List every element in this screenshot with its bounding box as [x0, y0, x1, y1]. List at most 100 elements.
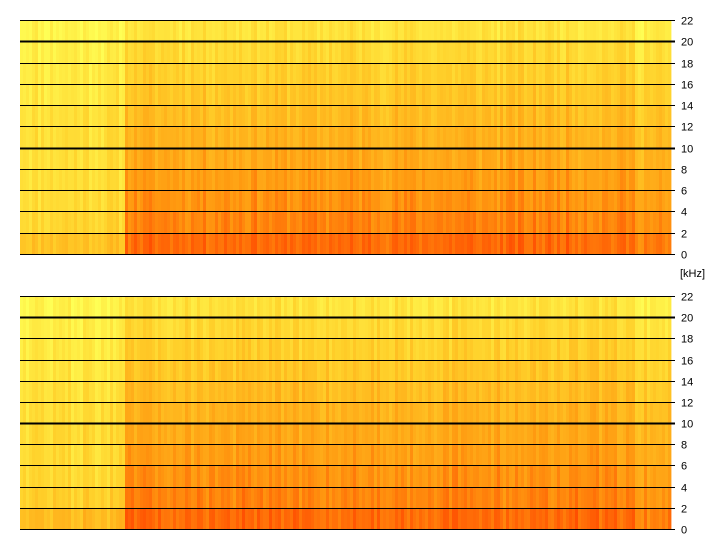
- spectrogram-cell: [95, 507, 99, 530]
- spectrogram-cell: [530, 83, 534, 106]
- spectrogram-cell: [350, 444, 354, 466]
- spectrogram-cell: [77, 190, 81, 212]
- spectrogram-cell: [32, 83, 36, 106]
- spectrogram-cell: [227, 147, 231, 170]
- spectrogram-cell: [530, 190, 534, 212]
- spectrogram-cell: [149, 317, 153, 339]
- spectrogram-cells: [20, 20, 672, 255]
- spectrogram-cell: [299, 211, 303, 234]
- spectrogram-cell: [347, 126, 351, 149]
- spectrogram-cell: [224, 401, 228, 424]
- spectrogram-cell: [374, 105, 378, 127]
- spectrogram-cell: [206, 486, 210, 509]
- spectrogram-cell: [620, 41, 624, 63]
- spectrogram-cell: [443, 190, 447, 212]
- spectrogram-cell: [572, 401, 576, 424]
- spectrogram-cell: [413, 62, 417, 85]
- spectrogram-cell: [131, 211, 135, 234]
- spectrogram-cell: [92, 380, 96, 403]
- spectrogram-cell: [296, 507, 300, 530]
- spectrogram-cell: [563, 190, 567, 212]
- spectrogram-cell: [179, 147, 183, 170]
- spectrogram-cell: [365, 105, 369, 127]
- spectrogram-cell: [272, 465, 276, 488]
- spectrogram-cell: [194, 168, 198, 191]
- spectrogram-cell: [485, 401, 489, 424]
- spectrogram-cell: [461, 126, 465, 149]
- spectrogram-cell: [116, 423, 120, 445]
- spectrogram-cell: [260, 20, 264, 42]
- spectrogram-cell: [44, 317, 48, 339]
- spectrogram-cell: [212, 190, 216, 212]
- spectrogram-cell: [425, 147, 429, 170]
- spectrogram-cell: [371, 401, 375, 424]
- spectrogram-cell: [524, 232, 528, 255]
- spectrogram-cell: [239, 83, 243, 106]
- spectrogram-cell: [128, 380, 132, 403]
- spectrogram-cell: [407, 211, 411, 234]
- spectrogram-cell: [449, 296, 453, 318]
- spectrogram-cell: [653, 41, 657, 63]
- spectrogram-cell: [281, 168, 285, 191]
- spectrogram-cell: [464, 507, 468, 530]
- spectrogram-cell: [572, 317, 576, 339]
- spectrogram-cell: [101, 105, 105, 127]
- spectrogram-cell: [587, 126, 591, 149]
- spectrogram-cell: [398, 359, 402, 382]
- spectrogram-cell: [560, 147, 564, 170]
- spectrogram-cell: [569, 211, 573, 234]
- spectrogram-cell: [80, 401, 84, 424]
- spectrogram-cell: [314, 147, 318, 170]
- spectrogram-cell: [500, 105, 504, 127]
- spectrogram-cell: [557, 211, 561, 234]
- spectrogram-cell: [536, 147, 540, 170]
- spectrogram-cell: [461, 444, 465, 466]
- spectrogram-cell: [272, 105, 276, 127]
- spectrogram-cell: [410, 211, 414, 234]
- spectrogram-cell: [374, 168, 378, 191]
- spectrogram-cell: [320, 105, 324, 127]
- spectrogram-cell: [182, 211, 186, 234]
- spectrogram-cell: [311, 359, 315, 382]
- spectrogram-cell: [437, 359, 441, 382]
- spectrogram-cell: [77, 359, 81, 382]
- spectrogram-cell: [344, 317, 348, 339]
- spectrogram-cell: [422, 359, 426, 382]
- spectrogram-cell: [362, 359, 366, 382]
- spectrogram-cell: [44, 168, 48, 191]
- spectrogram-cell: [146, 296, 150, 318]
- spectrogram-cell: [536, 105, 540, 127]
- spectrogram-cell: [218, 507, 222, 530]
- spectrogram-cell: [512, 486, 516, 509]
- spectrogram-cell: [284, 62, 288, 85]
- spectrogram-cell: [203, 423, 207, 445]
- spectrogram-cell: [536, 83, 540, 106]
- spectrogram-cell: [296, 168, 300, 191]
- spectrogram-cell: [158, 317, 162, 339]
- spectrogram-cell: [665, 105, 669, 127]
- spectrogram-cell: [656, 105, 660, 127]
- spectrogram-cell: [275, 380, 279, 403]
- spectrogram-cell: [92, 105, 96, 127]
- spectrogram-cell: [473, 296, 477, 318]
- spectrogram-cell: [548, 20, 552, 42]
- spectrogram-cell: [431, 105, 435, 127]
- spectrogram-cell: [71, 168, 75, 191]
- spectrogram-cell: [326, 444, 330, 466]
- spectrogram-cell: [287, 486, 291, 509]
- spectrogram-cell: [20, 401, 24, 424]
- spectrogram-cell: [113, 126, 117, 149]
- spectrogram-cell: [437, 317, 441, 339]
- spectrogram-cell: [443, 168, 447, 191]
- spectrogram-cell: [440, 41, 444, 63]
- spectrogram-cell: [614, 317, 618, 339]
- spectrogram-cell: [419, 83, 423, 106]
- spectrogram-cell: [269, 380, 273, 403]
- spectrogram-cell: [422, 401, 426, 424]
- spectrogram-cell: [350, 317, 354, 339]
- spectrogram-cell: [188, 147, 192, 170]
- spectrogram-cell: [365, 83, 369, 106]
- spectrogram-cell: [614, 486, 618, 509]
- spectrogram-cell: [473, 444, 477, 466]
- spectrogram-cell: [632, 62, 636, 85]
